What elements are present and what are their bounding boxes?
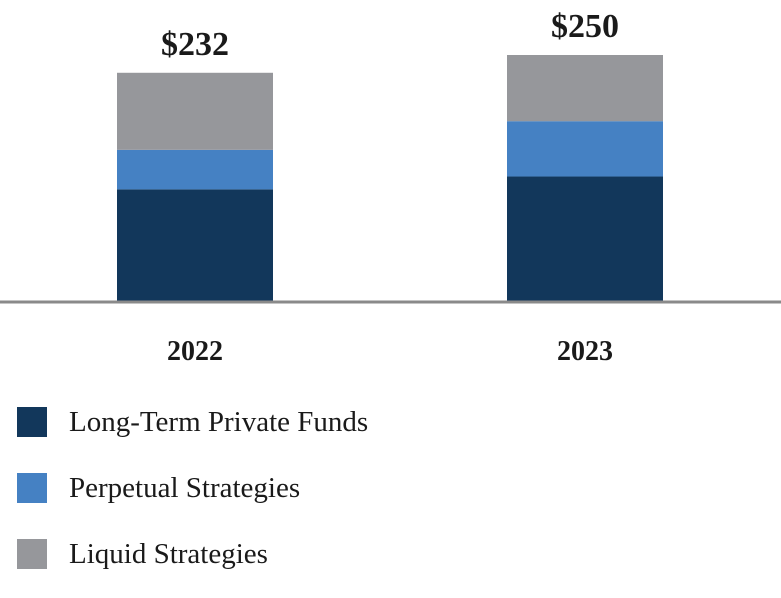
legend-item-series-1: Perpetual Strategies [17, 466, 368, 510]
total-label-2022: $232 [161, 26, 229, 63]
x-tick-label-2023: 2023 [557, 336, 613, 367]
bar-segment-2023-series-1 [507, 121, 663, 177]
bars-layer [117, 55, 663, 302]
labels-layer: $232 2022 $250 2023 [161, 8, 619, 367]
legend-item-series-0: Long-Term Private Funds [17, 400, 368, 444]
bar-segment-2022-series-0 [117, 189, 273, 302]
total-label-2023: $250 [551, 8, 619, 45]
x-tick-label-2022: 2022 [167, 336, 223, 367]
legend-label: Perpetual Strategies [69, 471, 301, 504]
legend: Long-Term Private Funds Perpetual Strateg… [17, 400, 368, 598]
legend-swatch [17, 539, 47, 569]
bar-segment-2022-series-2 [117, 72, 273, 150]
legend-swatch [17, 407, 47, 437]
bar-segment-2022-series-1 [117, 149, 273, 190]
legend-item-series-2: Liquid Strategies [17, 532, 368, 576]
bar-segment-2023-series-0 [507, 176, 663, 302]
bar-segment-2023-series-2 [507, 55, 663, 122]
legend-label: Long-Term Private Funds [69, 405, 369, 438]
legend-swatch [17, 473, 47, 503]
legend-label: Liquid Strategies [69, 537, 268, 570]
stacked-bar-chart: $232 2022 $250 2023 [0, 8, 781, 367]
